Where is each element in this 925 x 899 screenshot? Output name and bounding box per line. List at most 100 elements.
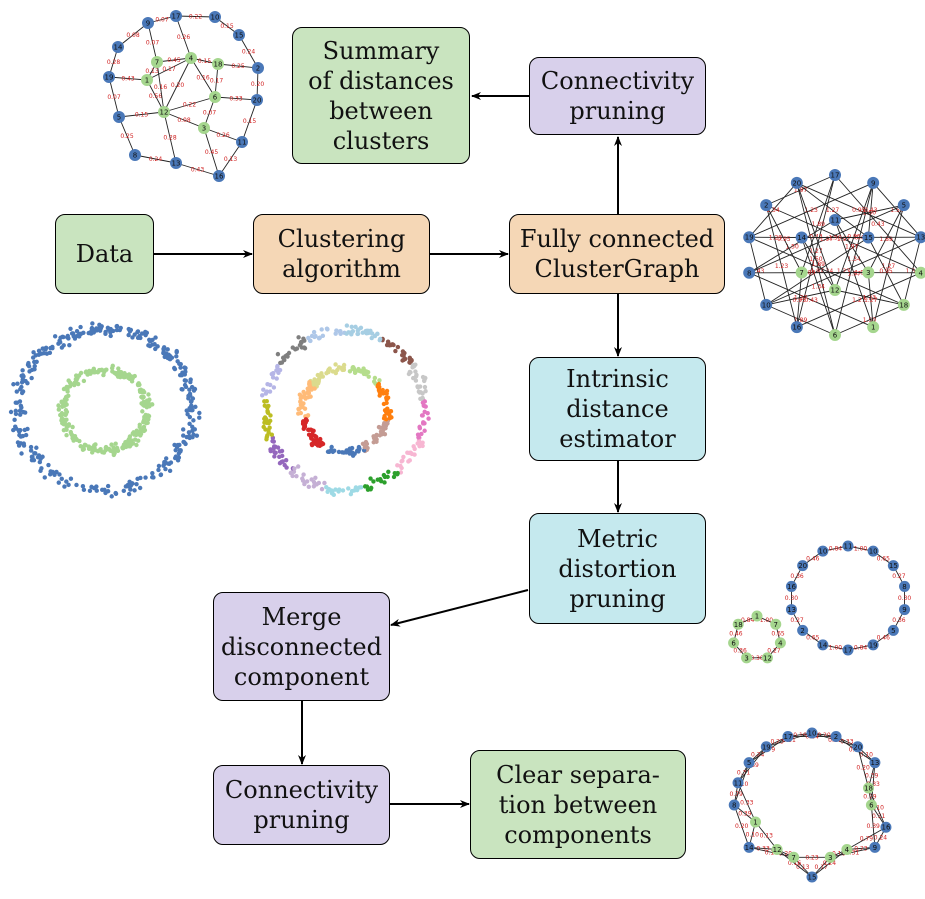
scatter-point bbox=[275, 445, 281, 450]
scatter-point bbox=[384, 388, 390, 394]
edge-label: 0.24 bbox=[874, 834, 888, 841]
edge-label: 1.97 bbox=[794, 187, 808, 194]
intrinsic-distance-estimator-box: Intrinsic distance estimator bbox=[529, 357, 706, 461]
scatter-point bbox=[422, 384, 428, 390]
scatter-point bbox=[401, 357, 407, 362]
scatter-point bbox=[188, 379, 193, 385]
node-label: 9 bbox=[871, 179, 875, 187]
edge-label: 1.27 bbox=[826, 207, 840, 214]
scatter-point bbox=[48, 345, 53, 351]
scatter-point bbox=[417, 426, 423, 431]
node-label: 6 bbox=[869, 802, 874, 810]
edge-label: 0.16 bbox=[196, 75, 210, 82]
edge-label: 0.31 bbox=[872, 813, 886, 820]
scatter-point bbox=[151, 475, 156, 480]
data-box: Data bbox=[55, 214, 154, 294]
scatter-point bbox=[372, 375, 378, 381]
graph-node bbox=[842, 644, 854, 656]
graph-edge bbox=[796, 182, 869, 238]
scatter-point bbox=[295, 464, 301, 469]
scatter-point bbox=[187, 407, 193, 413]
scatter-point bbox=[358, 325, 364, 330]
scatter-point bbox=[410, 362, 416, 368]
node-label: 14 bbox=[797, 234, 806, 242]
edge-label: 1.34 bbox=[766, 207, 780, 214]
scatter-point bbox=[322, 480, 327, 486]
scatter-point bbox=[416, 435, 421, 440]
scatter-point bbox=[114, 324, 119, 329]
scatter-point bbox=[141, 428, 147, 434]
scatter-point bbox=[29, 375, 34, 381]
node-label: 20 bbox=[853, 743, 862, 751]
edge-label: 1.50 bbox=[785, 243, 799, 250]
scatter-point bbox=[426, 416, 431, 421]
scatter-point bbox=[278, 360, 283, 366]
node-label: 3 bbox=[828, 854, 832, 862]
scatter-point bbox=[385, 421, 390, 426]
scatter-point bbox=[167, 468, 173, 474]
scatter-point bbox=[85, 372, 90, 377]
graph-node bbox=[209, 91, 221, 103]
scatter-point bbox=[366, 374, 371, 379]
graph-node bbox=[728, 799, 740, 811]
scatter-point bbox=[144, 398, 150, 403]
graph-node bbox=[761, 652, 773, 664]
scatter-point bbox=[20, 373, 26, 378]
scatter-point bbox=[98, 367, 104, 373]
scatter-point bbox=[66, 422, 72, 427]
scatter-point bbox=[382, 480, 387, 485]
scatter-point bbox=[407, 360, 412, 365]
edge-label: 1.89 bbox=[855, 270, 869, 277]
edge-label: 0.15 bbox=[135, 112, 149, 119]
scatter-point bbox=[355, 328, 361, 333]
scatter-point bbox=[336, 365, 342, 370]
graph-edge bbox=[796, 272, 921, 328]
scatter-point bbox=[180, 427, 186, 432]
scatter-point bbox=[187, 387, 192, 392]
graph-node bbox=[829, 284, 841, 296]
graph-edge bbox=[748, 182, 798, 238]
scatter-point bbox=[165, 347, 170, 352]
node-label: 4 bbox=[919, 269, 924, 277]
scatter-point bbox=[269, 432, 275, 437]
scatter-point bbox=[300, 404, 305, 410]
graph-edge bbox=[737, 782, 756, 823]
graph-node bbox=[867, 176, 880, 189]
graph-edge bbox=[748, 237, 767, 305]
edge-label: 0.15 bbox=[243, 118, 257, 125]
scatter-point bbox=[52, 334, 58, 339]
graph-node bbox=[198, 122, 210, 134]
graph-node bbox=[770, 618, 782, 630]
scatter-point bbox=[147, 404, 152, 409]
scatter-point bbox=[417, 390, 423, 395]
graph-node bbox=[867, 545, 879, 557]
scatter-point bbox=[292, 466, 297, 471]
graph-edge bbox=[766, 174, 836, 206]
scatter-point bbox=[32, 359, 37, 365]
graph-edge bbox=[796, 182, 836, 291]
scatter-point bbox=[395, 344, 401, 350]
node-label: 13 bbox=[787, 606, 796, 614]
scatter-point bbox=[275, 351, 281, 357]
scatter-point bbox=[182, 378, 187, 383]
edge-label: 1.89 bbox=[802, 270, 816, 277]
edge-label: 0.23 bbox=[805, 854, 819, 861]
scatter-point bbox=[350, 453, 356, 458]
graph-edge bbox=[765, 205, 798, 328]
scatter-point bbox=[311, 484, 317, 489]
graph-node bbox=[887, 560, 899, 572]
scatter-point bbox=[64, 433, 69, 438]
scatter-point bbox=[296, 411, 301, 416]
graph-node bbox=[867, 321, 880, 334]
edge-label: 0.36 bbox=[790, 573, 804, 580]
scatter-point bbox=[106, 327, 111, 332]
edge-label: 0.43 bbox=[191, 167, 205, 174]
merge-disconnected-component-box: Merge disconnected component bbox=[213, 592, 390, 701]
scatter-point bbox=[312, 386, 317, 391]
edge-label: 0.95 bbox=[793, 297, 807, 304]
node-label: 8 bbox=[747, 269, 751, 277]
scatter-point bbox=[263, 427, 268, 432]
scatter-point bbox=[187, 421, 192, 427]
scatter-point bbox=[273, 450, 278, 456]
scatter-point bbox=[70, 424, 75, 430]
